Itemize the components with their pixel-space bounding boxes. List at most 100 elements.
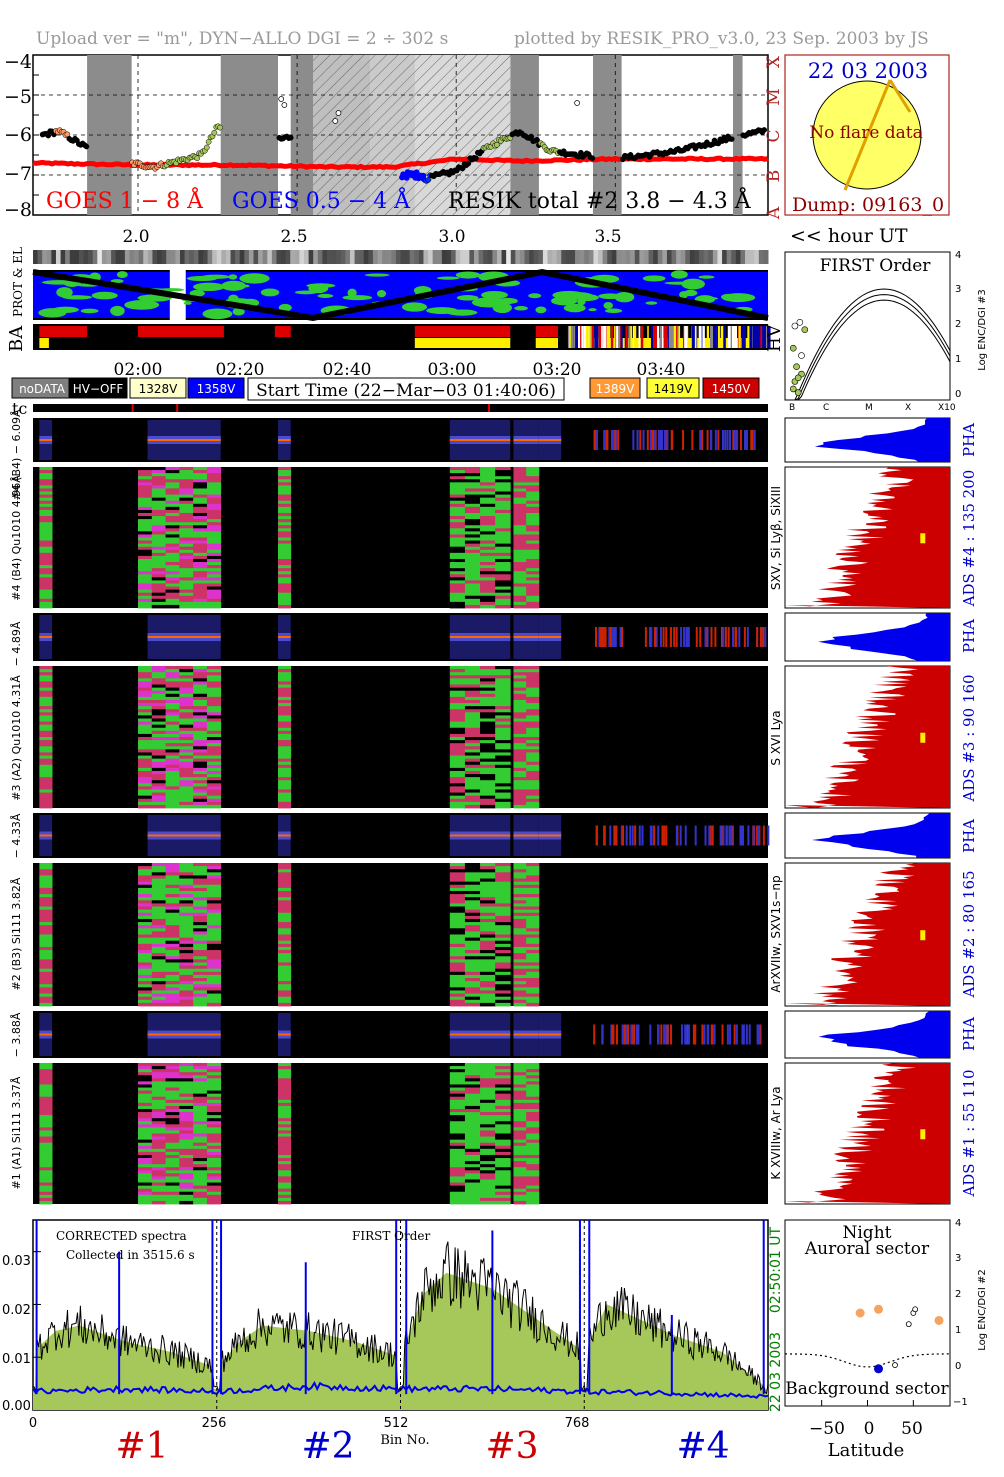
spectrogram-cell <box>495 1176 511 1180</box>
spectrogram-cell <box>39 1075 53 1079</box>
spectrogram-cell <box>513 943 527 948</box>
spectrogram-cell <box>278 1093 292 1098</box>
spectrogram-cell <box>278 777 292 781</box>
channel-label-1: #1 <box>115 1426 168 1467</box>
pha-cell <box>649 627 652 647</box>
spectrogram-cell <box>206 783 222 787</box>
spectrogram-cell <box>480 497 496 502</box>
el-strip-cell <box>101 250 107 264</box>
spectrogram-cell <box>495 1145 511 1150</box>
spectrogram-cell <box>480 1069 496 1073</box>
el-strip-cell <box>648 250 654 264</box>
spectrogram-cell <box>39 749 53 753</box>
spectrogram-cell <box>179 795 194 800</box>
spectrogram-cell <box>480 786 496 790</box>
spectrogram-cell <box>193 473 208 477</box>
spectrogram-cell <box>526 534 540 538</box>
resik-point <box>534 136 540 143</box>
spectrogram-cell <box>138 1139 153 1144</box>
spectrogram-cell <box>480 727 496 732</box>
spectrogram-cell <box>165 1142 180 1147</box>
spectrogram-cell <box>278 1002 292 1007</box>
spectrogram-cell <box>526 537 540 541</box>
spectrogram-cell <box>179 987 194 991</box>
el-strip-gradient <box>33 250 769 264</box>
spectrogram-cell <box>526 1115 540 1119</box>
spectrogram-cell <box>206 761 222 766</box>
spectrogram-cell <box>480 978 496 982</box>
first-order-title: FIRST Order <box>820 256 932 276</box>
spectrogram-cell <box>138 798 153 803</box>
el-strip-cell <box>74 250 80 264</box>
spectrogram-cell <box>449 503 466 508</box>
spectrogram-cell <box>464 981 481 985</box>
spectrogram-cell <box>513 875 527 879</box>
spectrogram-cell <box>526 494 540 499</box>
spectrogram-cell <box>179 1002 194 1007</box>
el-strip-cell <box>147 250 153 264</box>
spectrogram-cell <box>39 993 53 998</box>
spectrogram-cell <box>526 1069 540 1073</box>
spectrogram-cell <box>495 887 511 892</box>
spectrogram-cell <box>138 897 153 901</box>
spectrogram-cell <box>179 1090 194 1095</box>
spectrogram-cell <box>151 598 166 603</box>
spectrogram-cell <box>39 780 53 784</box>
spectrogram-cell <box>449 1197 466 1202</box>
spectrogram-cell <box>464 746 481 750</box>
spectrogram-cell <box>206 737 222 741</box>
spectrogram-cell <box>526 592 540 597</box>
spectrogram-cell <box>39 774 53 778</box>
spectrogram-cell <box>206 565 222 569</box>
el-strip-cell <box>170 250 176 264</box>
spectrogram-cell <box>526 897 540 901</box>
spectrogram-cell <box>179 721 194 726</box>
spectrogram-cell <box>526 479 540 483</box>
spectrogram-cell <box>39 1084 53 1088</box>
spectrogram-cell <box>151 488 166 492</box>
spectrogram-cell <box>278 1200 292 1205</box>
spectrogram-cell <box>151 1185 166 1190</box>
spectrogram-cell <box>39 1090 53 1095</box>
spectrogram-cell <box>39 1078 53 1082</box>
spectrogram-cell <box>193 755 208 760</box>
el-strip-cell <box>262 250 268 264</box>
spectrogram-cell <box>526 795 540 800</box>
spectrogram-cell <box>138 1194 153 1199</box>
spectrogram-cell <box>206 925 222 929</box>
spectrogram-cell <box>206 752 222 756</box>
prot-land <box>232 307 245 316</box>
pha-cell <box>654 627 657 647</box>
spectrogram-cell <box>464 558 481 563</box>
pha-cell <box>39 1033 53 1036</box>
spectrogram-cell <box>151 962 166 966</box>
spectrogram-cell <box>151 589 166 594</box>
spectrogram-cell <box>480 789 496 793</box>
spectrogram-cell <box>206 1099 222 1104</box>
pha-histogram <box>811 813 950 858</box>
spectrogram-cell <box>193 724 208 729</box>
spectrogram-cell <box>526 512 540 517</box>
spectrogram-cell <box>278 730 292 735</box>
spectrogram-cell <box>495 730 511 735</box>
spectrogram-cell <box>480 500 496 505</box>
spectrogram-cell <box>179 1161 194 1165</box>
spectrogram-cell <box>449 540 466 545</box>
spectrogram-cell <box>39 1108 53 1113</box>
spectrogram-cell <box>464 937 481 942</box>
pha-cell <box>627 1024 630 1045</box>
spectrogram-cell <box>193 1194 208 1199</box>
spectrogram-cell <box>165 1170 180 1174</box>
spectrogram-cell <box>193 531 208 535</box>
spectrogram-cell <box>278 758 292 763</box>
spectrogram-cell <box>278 875 292 879</box>
el-strip-cell <box>359 250 365 264</box>
spectrogram-cell <box>39 703 53 707</box>
spectrogram-cell <box>495 1142 511 1147</box>
spectrogram-cell <box>179 956 194 960</box>
ba-stripe <box>692 326 695 348</box>
ch2-side-label: ArXVIIw, SXV1s−np <box>769 875 783 992</box>
spectrogram-cell <box>151 743 166 747</box>
pha-cell <box>624 1024 627 1045</box>
